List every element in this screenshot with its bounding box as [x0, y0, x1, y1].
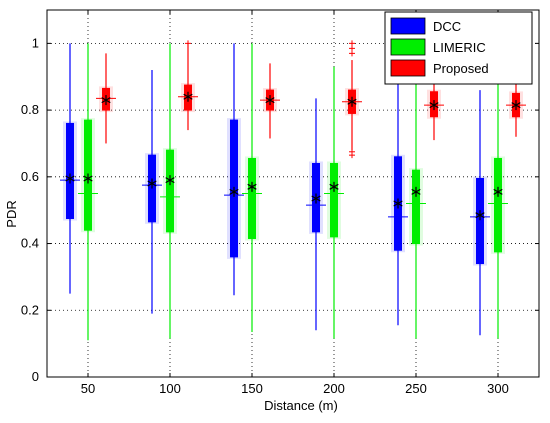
y-tick-label: 0.8: [21, 102, 39, 117]
y-tick-label: 0.6: [21, 169, 39, 184]
limeric-box: [166, 149, 174, 233]
mean-stroke: [101, 97, 111, 104]
x-axis-label: Distance (m): [264, 398, 338, 413]
limeric-box: [494, 157, 502, 253]
mean-stroke: [429, 102, 439, 109]
proposed-mean-marker: [265, 95, 275, 106]
proposed-mean-marker: [183, 91, 193, 102]
legend: DCC LIMERIC Proposed: [384, 11, 533, 85]
x-tick-label: 50: [81, 381, 95, 396]
y-tick-label: 0.4: [21, 236, 39, 251]
x-tick-label: 200: [323, 381, 345, 396]
dcc-box: [476, 177, 484, 265]
dcc-box: [148, 154, 156, 223]
y-tick-label: 1: [32, 35, 39, 50]
limeric-mean-marker: [83, 173, 93, 184]
dcc-mean-marker: [393, 198, 403, 209]
mean-stroke: [147, 180, 157, 187]
legend-label-dcc: DCC: [433, 19, 461, 34]
limeric-mean-marker: [247, 181, 257, 192]
y-axis-label: PDR: [4, 200, 19, 227]
mean-stroke: [65, 175, 75, 182]
proposed-outlier: [349, 152, 355, 159]
mean-stroke: [347, 98, 357, 105]
limeric-box: [412, 169, 420, 245]
mean-stroke: [329, 183, 339, 190]
proposed-mean-marker: [101, 95, 111, 106]
mean-stroke: [475, 212, 485, 219]
mean-stroke: [511, 102, 521, 109]
mean-stroke: [311, 195, 321, 202]
limeric-box: [248, 157, 256, 240]
legend-label-limeric: LIMERIC: [433, 40, 486, 55]
proposed-outlier: [349, 50, 355, 57]
mean-stroke: [265, 97, 275, 104]
limeric-mean-marker: [329, 181, 339, 192]
proposed-mean-marker: [347, 96, 357, 107]
proposed-outlier: [349, 45, 355, 52]
legend-swatch-proposed: [390, 59, 426, 77]
x-tick-label: 100: [159, 381, 181, 396]
x-tick-label: 300: [487, 381, 509, 396]
limeric-mean-marker: [493, 186, 503, 197]
mean-stroke: [165, 177, 175, 184]
limeric-mean-marker: [411, 186, 421, 197]
limeric-mean-marker: [165, 175, 175, 186]
mean-stroke: [83, 175, 93, 182]
legend-swatch-dcc: [390, 17, 426, 35]
dcc-box: [66, 122, 74, 220]
mean-stroke: [183, 93, 193, 100]
mean-stroke: [229, 188, 239, 195]
dcc-mean-marker: [65, 173, 75, 184]
box-layer: [60, 40, 526, 341]
dcc-mean-marker: [475, 210, 485, 221]
limeric-box: [330, 162, 338, 238]
mean-stroke: [493, 188, 503, 195]
mean-stroke: [393, 200, 403, 207]
mean-stroke: [411, 188, 421, 195]
proposed-outlier: [349, 40, 355, 47]
proposed-mean-marker: [511, 100, 521, 111]
legend-swatch-limeric: [390, 38, 426, 56]
y-tick-label: 0.2: [21, 302, 39, 317]
legend-label-proposed: Proposed: [433, 61, 489, 76]
mean-stroke: [247, 183, 257, 190]
x-tick-label: 150: [241, 381, 263, 396]
dcc-mean-marker: [229, 186, 239, 197]
proposed-outlier: [185, 40, 191, 47]
proposed-mean-marker: [429, 100, 439, 111]
dcc-mean-marker: [147, 178, 157, 189]
x-tick-label: 250: [405, 381, 427, 396]
y-tick-label: 0: [32, 369, 39, 384]
dcc-mean-marker: [311, 193, 321, 204]
plot-frame: [46, 9, 540, 378]
